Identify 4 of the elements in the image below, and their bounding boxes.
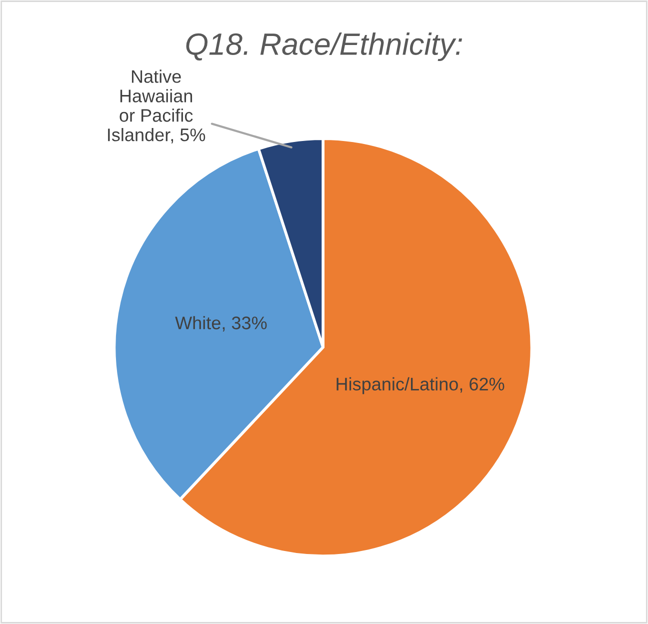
- slice-label: White, 33%: [175, 316, 267, 332]
- chart-title: Q18. Race/Ethnicity:: [186, 32, 462, 62]
- slice-label: Hispanic/Latino, 62%: [336, 377, 504, 394]
- slice-label: Native Hawaiian or Pacific Islander, 5%: [108, 70, 206, 144]
